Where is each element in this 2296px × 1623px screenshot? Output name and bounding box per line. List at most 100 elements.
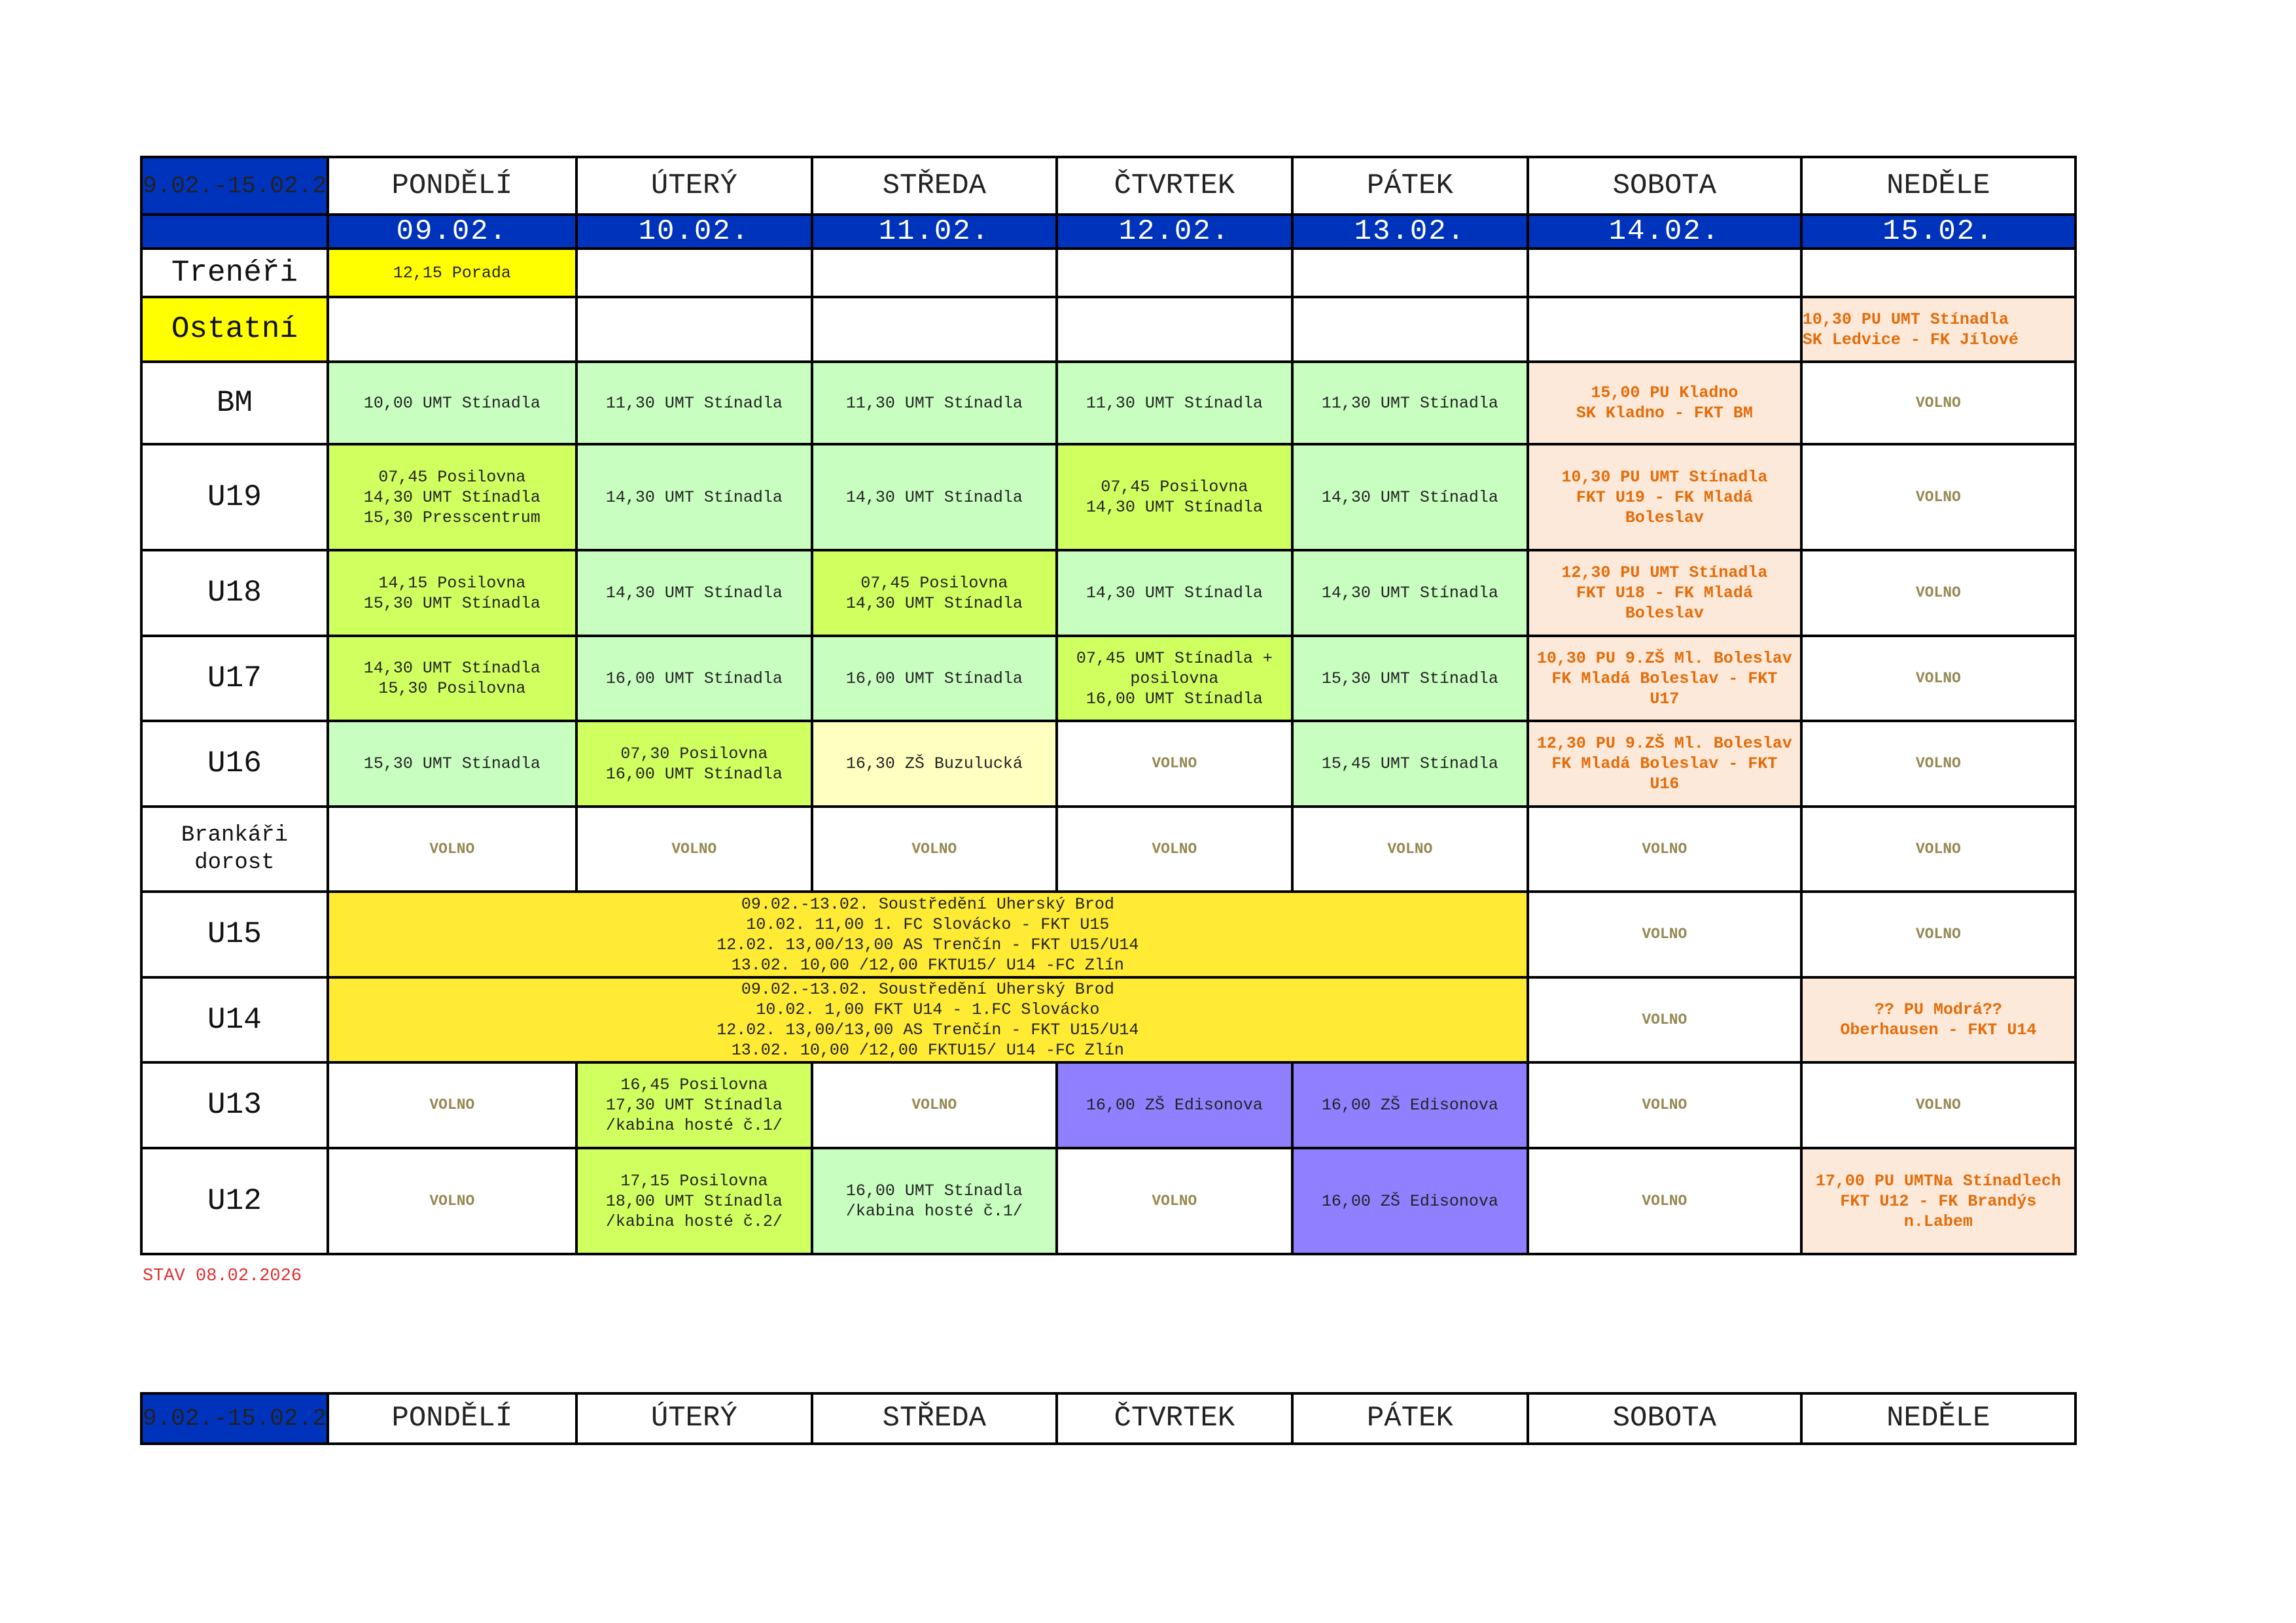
date-nedele: 15.02. (1799, 213, 2077, 250)
row-label: U16 (140, 720, 329, 808)
schedule-cell: 14,30 UMT Stínadla (574, 443, 813, 551)
schedule-cell (1799, 247, 2077, 298)
schedule-cell: VOLNO (1799, 635, 2077, 722)
schedule-cell (1290, 247, 1529, 298)
row-label: U12 (140, 1147, 329, 1255)
day-header-streda: STŘEDA (810, 1392, 1058, 1445)
schedule-cell (1526, 296, 1803, 363)
schedule-cell: VOLNO (1526, 1147, 1803, 1255)
day-header-sobota: SOBOTA (1526, 156, 1803, 216)
schedule-cell: 14,15 Posilovna 15,30 UMT Stínadla (326, 549, 578, 637)
schedule-cell (810, 247, 1058, 298)
schedule-cell: 14,30 UMT Stínadla (1290, 443, 1529, 551)
row-label: Ostatní (140, 296, 329, 363)
row-label: U14 (140, 976, 329, 1064)
table-row: U16 15,30 UMT Stínadla 07,30 Posilovna 16,… (140, 720, 2077, 808)
date-row-corner (140, 213, 329, 250)
table-row: U15 09.02.-13.02. Soustředění Uherský Bro… (140, 890, 2077, 979)
table-row: U17 14,30 UMT Stínadla 15,30 Posilovna 16,… (140, 635, 2077, 722)
schedule-cell: 16,00 UMT Stínadla (574, 635, 813, 722)
date-row: 09.02. 10.02. 11.02. 12.02. 13.02. 14.02. 15.0… (140, 213, 2077, 250)
schedule-cell: VOLNO (1799, 805, 2077, 893)
table-row: Trenéři 12,15 Porada (140, 247, 2077, 298)
day-header-nedele: NEDĚLE (1799, 156, 2077, 216)
schedule-cell: 09.02.-13.02. Soustředění Uherský Brod 1… (326, 890, 1529, 979)
schedule-cell: 17,15 Posilovna 18,00 UMT Stínadla /kabi… (574, 1147, 813, 1255)
schedule-cell: 11,30 UMT Stínadla (1055, 360, 1294, 445)
schedule-cell (1055, 247, 1294, 298)
table-row: U14 09.02.-13.02. Soustředění Uherský Bro… (140, 976, 2077, 1064)
weekly-schedule-table: 9.02.-15.02.2 PONDĚLÍ ÚTERÝ STŘEDA ČTVRTEK PÁ… (140, 156, 2077, 1255)
schedule-cell: 15,45 UMT Stínadla (1290, 720, 1529, 808)
schedule-cell: 16,00 UMT Stínadla (810, 635, 1058, 722)
schedule-cell: 12,15 Porada (326, 247, 578, 298)
schedule-cell: 10,00 UMT Stínadla (326, 360, 578, 445)
day-header-row: 9.02.-15.02.2 PONDĚLÍ ÚTERÝ STŘEDA ČTVRTEK PÁ… (140, 1392, 2077, 1445)
schedule-cell: 07,45 Posilovna 14,30 UMT Stínadla (810, 549, 1058, 637)
day-header-ctvrtek: ČTVRTEK (1055, 156, 1294, 216)
day-header-row: 9.02.-15.02.2 PONDĚLÍ ÚTERÝ STŘEDA ČTVRTEK PÁ… (140, 156, 2077, 216)
schedule-cell: VOLNO (574, 805, 813, 893)
date-patek: 13.02. (1290, 213, 1529, 250)
table-row: Brankáři dorost VOLNO VOLNO VOLNO VOLNO VOLNO… (140, 805, 2077, 893)
schedule-cell: 17,00 PU UMTNa Stínadlech FKT U12 - FK B… (1799, 1147, 2077, 1255)
row-label: BM (140, 360, 329, 445)
status-date: STAV 08.02.2026 (143, 1266, 302, 1286)
schedule-cell: 14,30 UMT Stínadla (810, 443, 1058, 551)
row-label: U17 (140, 635, 329, 722)
day-header-ctvrtek: ČTVRTEK (1055, 1392, 1294, 1445)
day-header-patek: PÁTEK (1290, 1392, 1529, 1445)
schedule-cell: 16,30 ZŠ Buzulucká (810, 720, 1058, 808)
day-header-sobota: SOBOTA (1526, 1392, 1803, 1445)
schedule-cell: 07,30 Posilovna 16,00 UMT Stínadla (574, 720, 813, 808)
schedule-cell (574, 296, 813, 363)
schedule-cell: 16,00 ZŠ Edisonova (1055, 1061, 1294, 1149)
schedule-cell (1290, 296, 1529, 363)
schedule-cell (326, 296, 578, 363)
schedule-cell: VOLNO (1799, 360, 2077, 445)
date-sobota: 14.02. (1526, 213, 1803, 250)
schedule-cell (810, 296, 1058, 363)
day-header-utery: ÚTERÝ (574, 156, 813, 216)
schedule-cell: 16,00 ZŠ Edisonova (1290, 1147, 1529, 1255)
day-header-nedele: NEDĚLE (1799, 1392, 2077, 1445)
week-range-label: 9.02.-15.02.2 (140, 156, 329, 216)
schedule-cell: 16,45 Posilovna 17,30 UMT Stínadla /kabi… (574, 1061, 813, 1149)
schedule-cell: 10,30 PU 9.ZŠ Ml. Boleslav FK Mladá Bole… (1526, 635, 1803, 722)
schedule-cell: 09.02.-13.02. Soustředění Uherský Brod 1… (326, 976, 1529, 1064)
next-week-table: 9.02.-15.02.2 PONDĚLÍ ÚTERÝ STŘEDA ČTVRTEK PÁ… (140, 1392, 2077, 1445)
schedule-cell: 11,30 UMT Stínadla (1290, 360, 1529, 445)
day-header-utery: ÚTERÝ (574, 1392, 813, 1445)
row-label: U15 (140, 890, 329, 979)
schedule-cell: VOLNO (1526, 1061, 1803, 1149)
schedule-cell (574, 247, 813, 298)
schedule-cell: 07,45 Posilovna 14,30 UMT Stínadla (1055, 443, 1294, 551)
day-header-patek: PÁTEK (1290, 156, 1529, 216)
schedule-cell: VOLNO (326, 1061, 578, 1149)
week-range-label: 9.02.-15.02.2 (140, 1392, 329, 1445)
schedule-cell: 14,30 UMT Stínadla 15,30 Posilovna (326, 635, 578, 722)
schedule-cell: VOLNO (810, 805, 1058, 893)
schedule-cell: VOLNO (1799, 720, 2077, 808)
schedule-cell: 15,30 UMT Stínadla (1290, 635, 1529, 722)
schedule-cell: VOLNO (326, 805, 578, 893)
schedule-cell: 10,30 PU UMT Stínadla FKT U19 - FK Mladá… (1526, 443, 1803, 551)
schedule-cell: 11,30 UMT Stínadla (810, 360, 1058, 445)
schedule-cell: 12,30 PU UMT Stínadla FKT U18 - FK Mladá… (1526, 549, 1803, 637)
schedule-cell: VOLNO (1526, 890, 1803, 979)
schedule-cell: 15,00 PU Kladno SK Kladno - FKT BM (1526, 360, 1803, 445)
schedule-cell: VOLNO (1799, 443, 2077, 551)
schedule-cell: 12,30 PU 9.ZŠ Ml. Boleslav FK Mladá Bole… (1526, 720, 1803, 808)
schedule-cell: 16,00 UMT Stínadla /kabina hosté č.1/ (810, 1147, 1058, 1255)
schedule-cell: 16,00 ZŠ Edisonova (1290, 1061, 1529, 1149)
schedule-cell: VOLNO (1290, 805, 1529, 893)
date-streda: 11.02. (810, 213, 1058, 250)
schedule-cell: 14,30 UMT Stínadla (574, 549, 813, 637)
schedule-cell: VOLNO (810, 1061, 1058, 1149)
schedule-cell: VOLNO (1799, 1061, 2077, 1149)
schedule-cell (1055, 296, 1294, 363)
table-row: BM 10,00 UMT Stínadla 11,30 UMT Stínadla 11… (140, 360, 2077, 445)
schedule-cell: VOLNO (1055, 1147, 1294, 1255)
schedule-cell: 14,30 UMT Stínadla (1055, 549, 1294, 637)
schedule-cell: 14,30 UMT Stínadla (1290, 549, 1529, 637)
